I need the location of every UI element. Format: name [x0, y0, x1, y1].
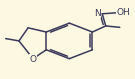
Text: N: N	[94, 9, 101, 18]
Text: OH: OH	[117, 8, 131, 17]
Text: O: O	[29, 55, 36, 64]
